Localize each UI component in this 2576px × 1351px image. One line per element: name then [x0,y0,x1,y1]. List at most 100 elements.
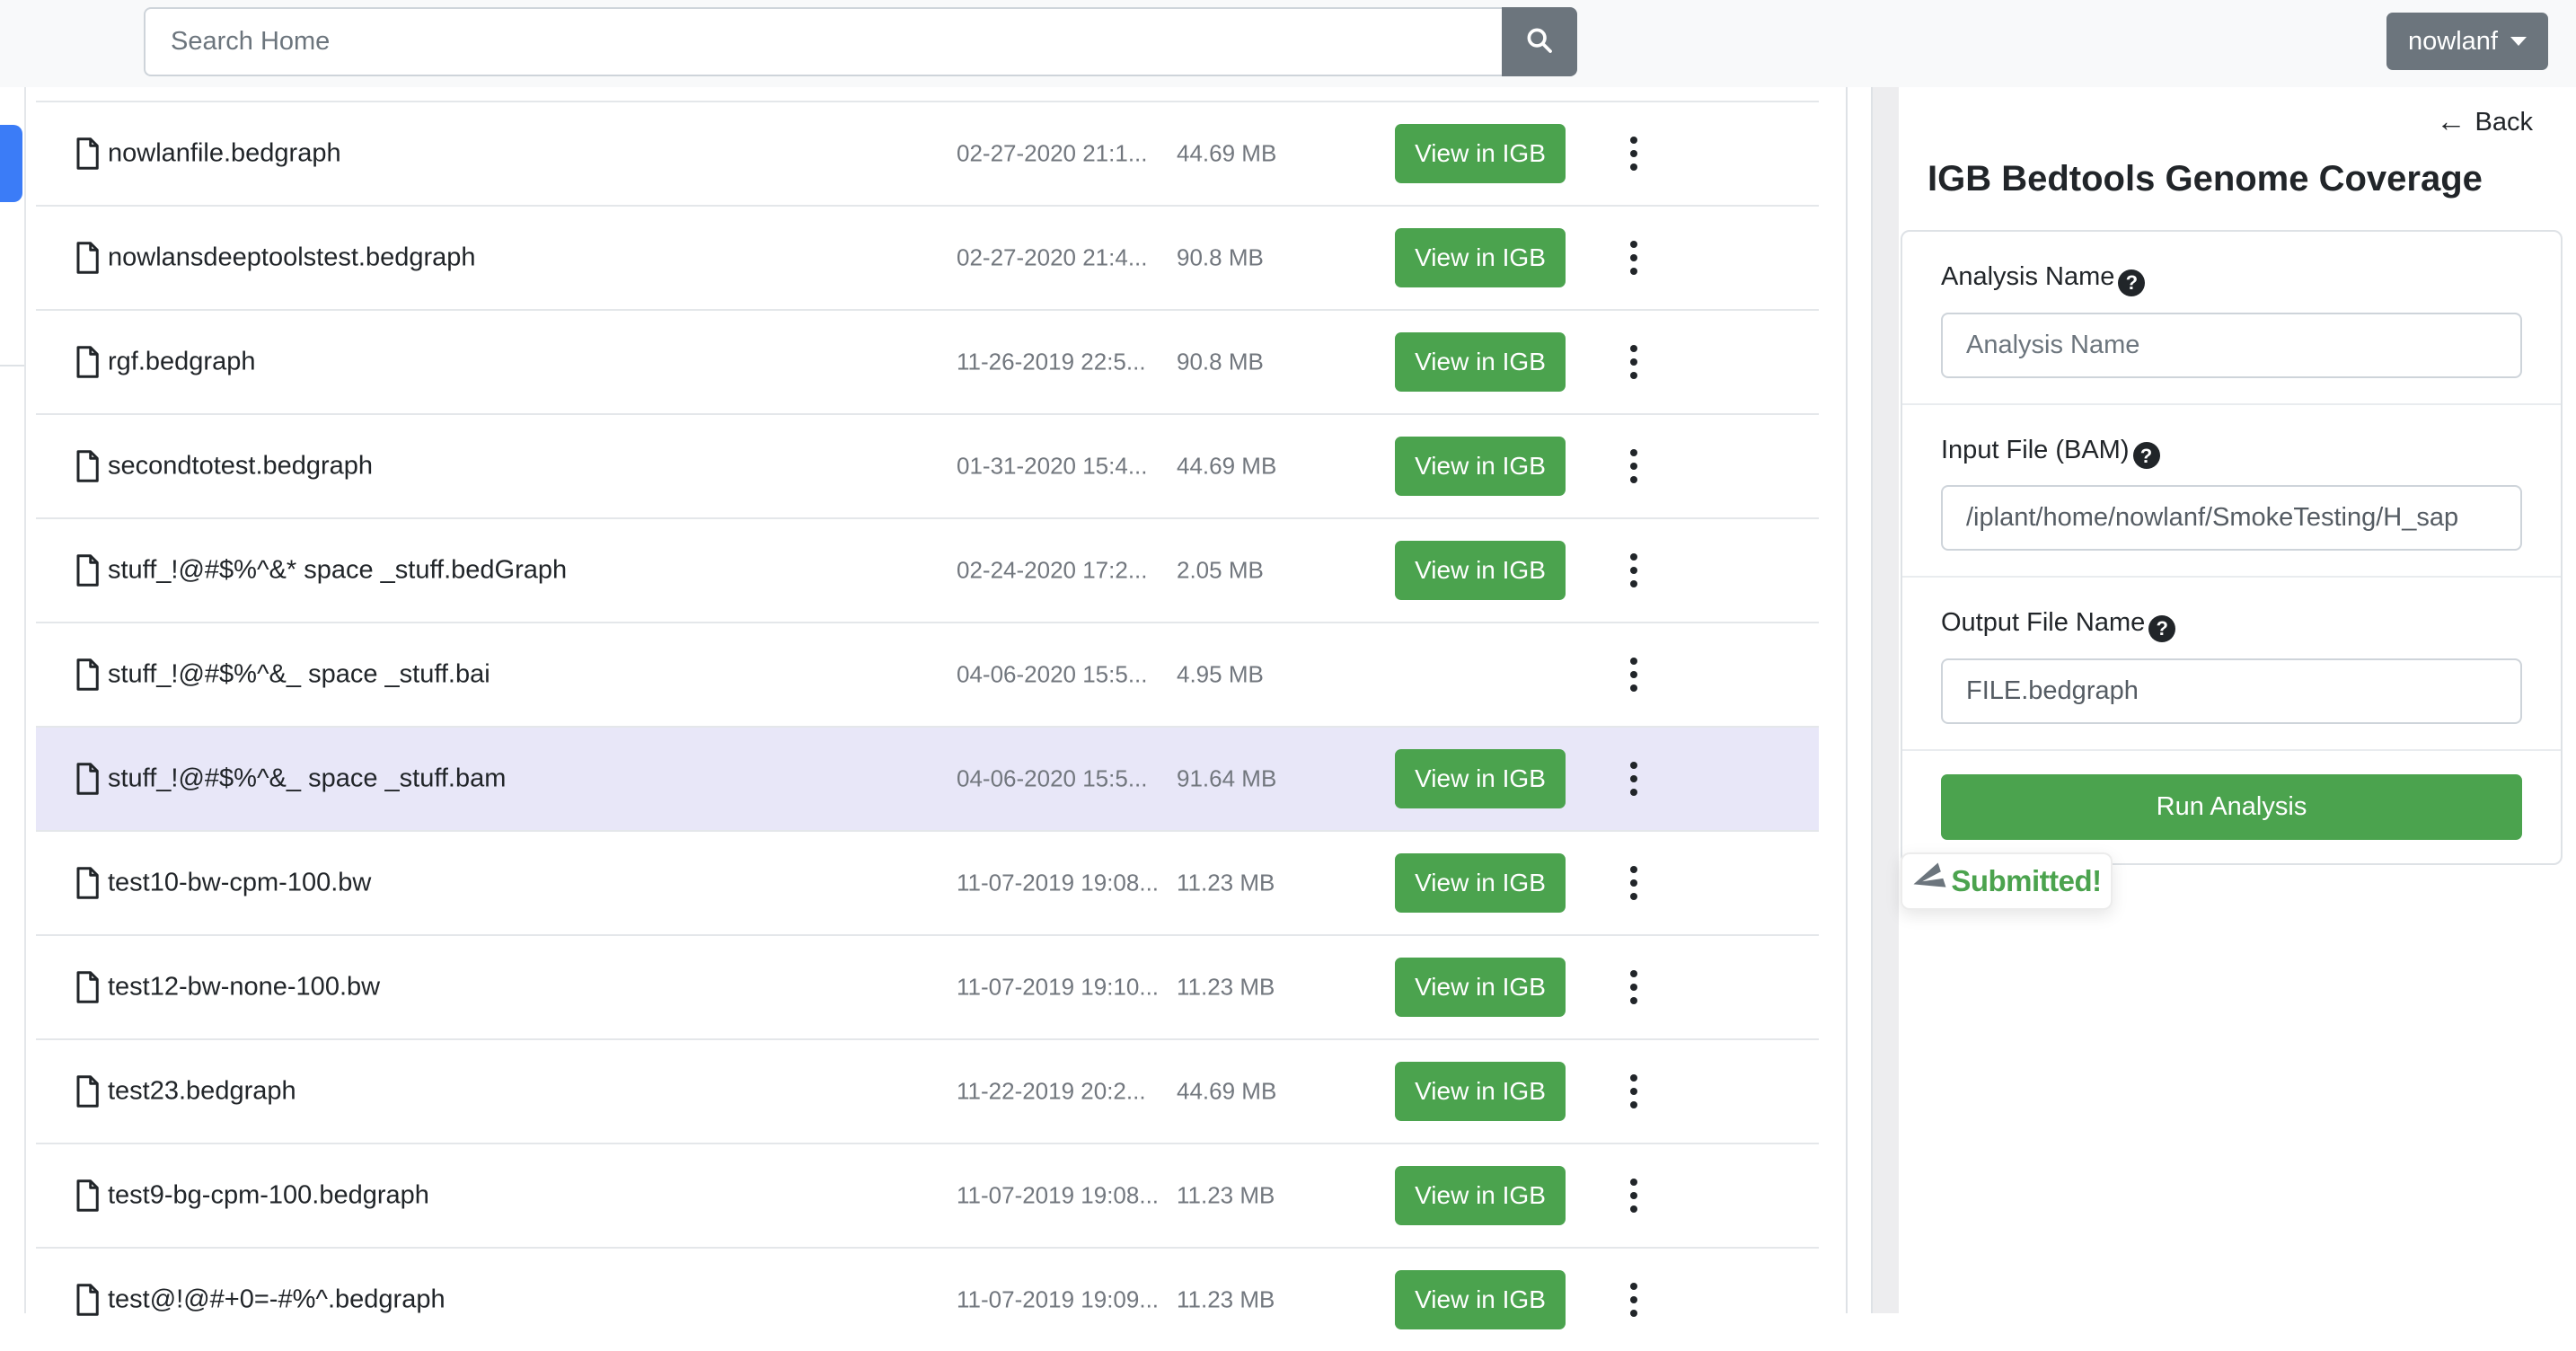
file-name: test9-bg-cpm-100.bedgraph [108,1180,429,1210]
file-icon [74,345,101,379]
kebab-menu-icon[interactable] [1621,649,1646,701]
file-date: 11-07-2019 19:09... [957,1285,1160,1313]
left-strip-border [24,87,26,1313]
kebab-menu-icon[interactable] [1621,961,1646,1013]
view-in-igb-button[interactable]: View in IGB [1395,332,1566,392]
view-in-igb-button[interactable]: View in IGB [1395,228,1566,287]
file-date: 04-06-2020 15:5... [957,660,1148,688]
file-date: 02-27-2020 21:1... [957,139,1148,167]
file-icon [74,970,101,1004]
user-menu-label: nowlanf [2408,26,2498,56]
file-name: test@!@#+0=-#%^.bedgraph [108,1285,446,1314]
file-date: 11-07-2019 19:08... [957,1181,1160,1209]
file-icon [74,762,101,796]
view-in-igb-button[interactable]: View in IGB [1395,437,1566,496]
file-name: test12-bw-none-100.bw [108,972,381,1002]
output-file-section: Output File Name [1902,578,2561,751]
file-size: 90.8 MB [1177,243,1264,271]
help-icon[interactable] [2118,269,2146,296]
table-row[interactable]: stuff_!@#$%^&_ space _stuff.bam 04-06-20… [36,726,1819,830]
view-in-igb-button[interactable]: View in IGB [1395,1062,1566,1121]
active-nav-indicator[interactable] [0,125,22,202]
toast-text: Submitted! [1951,864,2102,897]
output-file-label-text: Output File Name [1941,608,2146,638]
search-icon [1524,25,1555,58]
kebab-menu-icon[interactable] [1621,1170,1646,1222]
table-row[interactable]: rgf.bedgraph 11-26-2019 22:5... 90.8 MB … [36,309,1819,413]
view-in-igb-button[interactable]: View in IGB [1395,541,1566,600]
user-menu-button[interactable]: nowlanf [2386,13,2548,70]
search-group [144,7,1577,76]
kebab-menu-icon[interactable] [1621,440,1646,492]
page-title: IGB Bedtools Genome Coverage [1928,159,2483,199]
kebab-menu-icon[interactable] [1621,857,1646,909]
table-row[interactable]: nowlanfile.bedgraph 02-27-2020 21:1... 4… [36,101,1819,205]
kebab-menu-icon[interactable] [1621,336,1646,388]
file-date: 01-31-2020 15:4... [957,452,1148,480]
input-file-input[interactable] [1941,485,2522,552]
file-icon [74,241,101,275]
view-in-igb-button[interactable]: View in IGB [1395,749,1566,808]
search-button[interactable] [1502,7,1577,76]
panel-left-border [1871,87,1873,1313]
table-row[interactable]: test@!@#+0=-#%^.bedgraph 11-07-2019 19:0… [36,1247,1819,1351]
output-file-input[interactable] [1941,658,2522,724]
kebab-menu-icon[interactable] [1621,232,1646,284]
file-date: 02-24-2020 17:2... [957,556,1148,584]
help-icon[interactable] [2148,614,2176,642]
view-in-igb-button[interactable]: View in IGB [1395,124,1566,183]
run-section: Run Analysis [1902,751,2561,863]
kebab-menu-icon[interactable] [1621,1274,1646,1326]
file-size: 44.69 MB [1177,139,1277,167]
analysis-name-label: Analysis Name [1941,262,2522,296]
view-in-igb-button[interactable]: View in IGB [1395,1166,1566,1225]
file-icon [74,553,101,587]
file-size: 11.23 MB [1177,1285,1275,1313]
input-file-label-text: Input File (BAM) [1941,435,2130,464]
kebab-menu-icon[interactable] [1621,128,1646,180]
kebab-menu-icon[interactable] [1621,1065,1646,1117]
file-size: 44.69 MB [1177,452,1277,480]
output-file-label: Output File Name [1941,608,2522,642]
kebab-menu-icon[interactable] [1621,753,1646,805]
table-row[interactable]: nowlansdeeptoolstest.bedgraph 02-27-2020… [36,205,1819,309]
chevron-down-icon [2510,37,2527,46]
file-date: 11-07-2019 19:08... [957,869,1160,896]
run-analysis-button[interactable]: Run Analysis [1941,773,2522,840]
file-icon [74,1074,101,1108]
file-size: 2.05 MB [1177,556,1264,584]
file-name: stuff_!@#$%^&* space _stuff.bedGraph [108,555,568,585]
kebab-menu-icon[interactable] [1621,544,1646,596]
table-row[interactable]: test12-bw-none-100.bw 11-07-2019 19:10..… [36,934,1819,1038]
left-strip-divider [0,365,24,366]
back-arrow-icon [2437,106,2466,138]
view-in-igb-button[interactable]: View in IGB [1395,1270,1566,1329]
analysis-name-input[interactable] [1941,312,2522,378]
input-file-label: Input File (BAM) [1941,436,2522,470]
view-in-igb-button[interactable]: View in IGB [1395,853,1566,913]
file-size: 11.23 MB [1177,1181,1275,1209]
file-table: nowlanfile.bedgraph 02-27-2020 21:1... 4… [36,101,1819,1351]
file-size: 90.8 MB [1177,348,1264,375]
table-row[interactable]: test23.bedgraph 11-22-2019 20:2... 44.69… [36,1038,1819,1143]
table-row[interactable]: test10-bw-cpm-100.bw 11-07-2019 19:08...… [36,830,1819,934]
file-size: 44.69 MB [1177,1077,1277,1105]
file-name: nowlansdeeptoolstest.bedgraph [108,243,476,272]
file-name: stuff_!@#$%^&_ space _stuff.bai [108,659,490,689]
table-row[interactable]: secondtotest.bedgraph 01-31-2020 15:4...… [36,413,1819,517]
search-input[interactable] [144,7,1502,76]
file-name: rgf.bedgraph [108,347,256,376]
table-row[interactable]: stuff_!@#$%^&* space _stuff.bedGraph 02-… [36,517,1819,622]
scrollbar-track[interactable] [1873,87,1899,1313]
help-icon[interactable] [2132,442,2160,470]
file-icon [74,137,101,171]
file-size: 11.23 MB [1177,869,1275,896]
paper-plane-icon [1911,862,1946,901]
file-date: 11-07-2019 19:10... [957,973,1160,1001]
table-row[interactable]: test9-bg-cpm-100.bedgraph 11-07-2019 19:… [36,1143,1819,1247]
table-row[interactable]: stuff_!@#$%^&_ space _stuff.bai 04-06-20… [36,622,1819,726]
view-in-igb-button[interactable]: View in IGB [1395,958,1566,1017]
file-icon [74,1179,101,1213]
analysis-panel: Back IGB Bedtools Genome Coverage Analys… [1899,87,2576,1313]
back-button[interactable]: Back [2431,105,2538,139]
